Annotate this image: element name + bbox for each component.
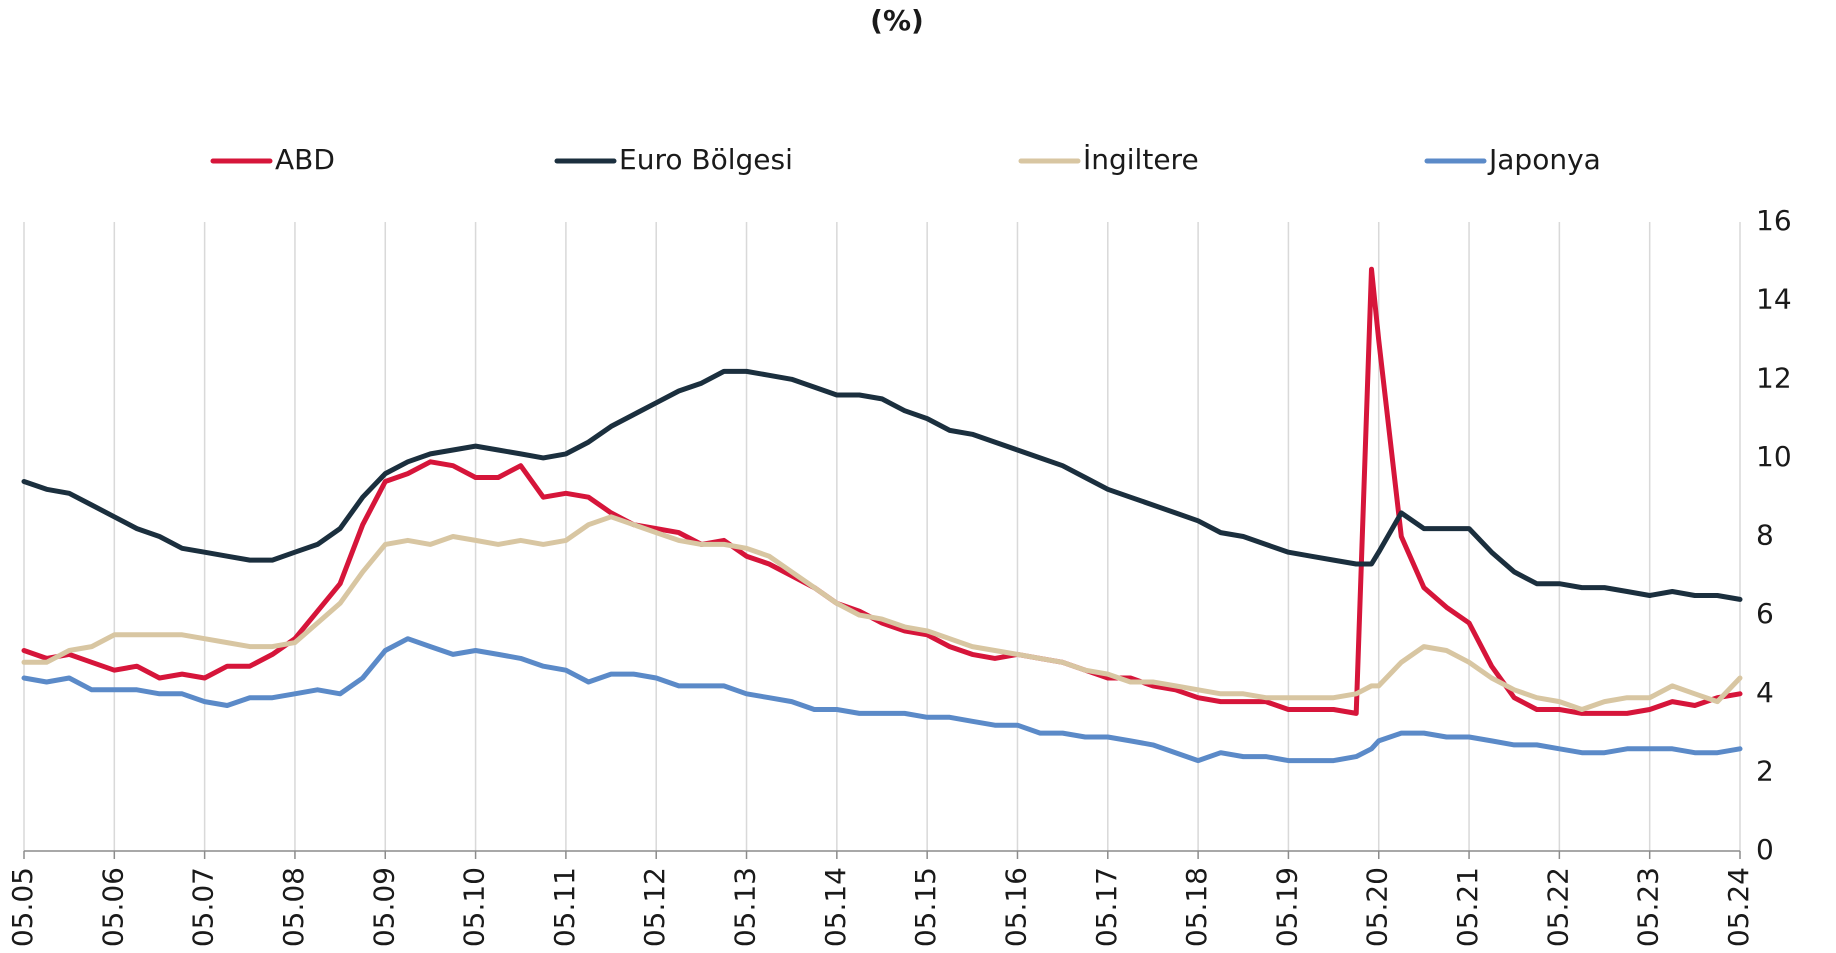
y-tick-label: 2: [1756, 754, 1774, 787]
x-tick-label: 05.10: [458, 867, 491, 947]
line-series: [21, 266, 1743, 716]
y-tick-label: 16: [1756, 204, 1792, 237]
y-tick-label: 14: [1756, 283, 1792, 316]
x-tick-label: 05.21: [1451, 867, 1484, 947]
legend-label: ABD: [275, 143, 335, 176]
x-tick-label: 05.08: [277, 867, 310, 947]
line-series: [21, 636, 1743, 764]
x-tick-label: 05.06: [96, 867, 129, 947]
x-tick-label: 05.16: [999, 867, 1032, 947]
x-tick-label: 05.12: [638, 867, 671, 947]
x-tick-label: 05.17: [1090, 867, 1123, 947]
x-tick-label: 05.11: [548, 867, 581, 947]
x-tick-label: 05.07: [187, 867, 220, 947]
y-tick-label: 4: [1756, 676, 1774, 709]
y-tick-label: 6: [1756, 597, 1774, 630]
y-tick-label: 8: [1756, 519, 1774, 552]
line-series: [21, 514, 1743, 712]
x-tick-label: 05.05: [6, 867, 39, 947]
line-series: [21, 368, 1743, 602]
legend-label: Euro Bölgesi: [619, 143, 793, 176]
x-tick-label: 05.20: [1361, 867, 1394, 947]
x-tick-label: 05.19: [1270, 867, 1303, 947]
y-tick-label: 10: [1756, 440, 1792, 473]
x-tick-label: 05.13: [729, 867, 762, 947]
chart-title: (%): [870, 4, 924, 37]
y-tick-label: 12: [1756, 361, 1792, 394]
x-tick-label: 05.24: [1722, 867, 1755, 947]
x-tick-label: 05.18: [1180, 867, 1213, 947]
x-tick-label: 05.22: [1541, 867, 1574, 947]
x-tick-label: 05.14: [819, 867, 852, 947]
x-tick-label: 05.09: [367, 867, 400, 947]
legend-label: Japonya: [1487, 143, 1601, 176]
legend-label: İngiltere: [1083, 143, 1199, 176]
x-tick-label: 05.15: [909, 867, 942, 947]
y-tick-label: 0: [1756, 833, 1774, 866]
x-tick-label: 05.23: [1632, 867, 1665, 947]
